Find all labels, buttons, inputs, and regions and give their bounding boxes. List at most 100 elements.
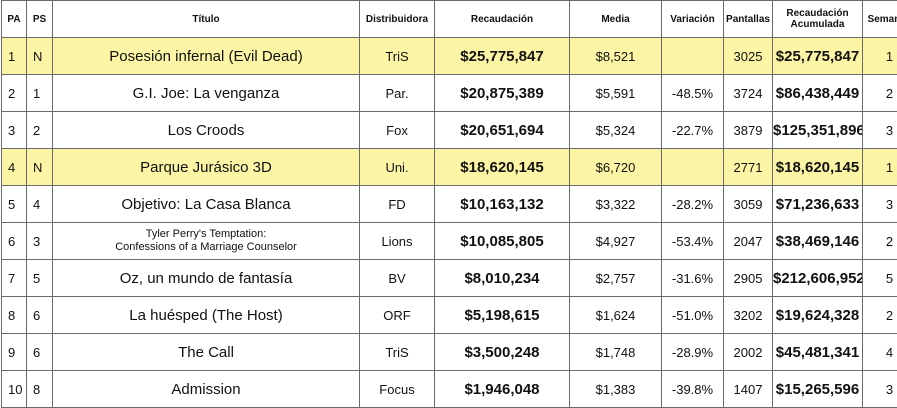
cell-pa: 7: [1, 259, 27, 297]
cell-distribuidora: Lions: [359, 222, 435, 260]
cell-variacion: -53.4%: [661, 222, 724, 260]
cell-variacion: -48.5%: [661, 74, 724, 112]
table-row: 1 N Posesión infernal (Evil Dead) TriS $…: [1, 37, 897, 75]
cell-titulo: The Call: [52, 333, 360, 371]
cell-variacion: -51.0%: [661, 296, 724, 334]
cell-recaudacion: $10,085,805: [434, 222, 570, 260]
header-pa: PA: [1, 0, 27, 38]
cell-distribuidora: ORF: [359, 296, 435, 334]
cell-acumulada: $71,236,633: [772, 185, 863, 223]
cell-media: $1,624: [569, 296, 662, 334]
cell-distribuidora: TriS: [359, 333, 435, 371]
table-row: 6 3 Tyler Perry's Temptation: Confession…: [1, 222, 897, 260]
cell-semanas: 5: [862, 259, 897, 297]
cell-semanas: 3: [862, 185, 897, 223]
cell-distribuidora: TriS: [359, 37, 435, 75]
cell-recaudacion: $20,875,389: [434, 74, 570, 112]
cell-recaudacion: $10,163,132: [434, 185, 570, 223]
cell-media: $3,322: [569, 185, 662, 223]
cell-pa: 4: [1, 148, 27, 186]
cell-ps: 6: [26, 333, 53, 371]
cell-pa: 8: [1, 296, 27, 334]
cell-media: $2,757: [569, 259, 662, 297]
cell-acumulada: $25,775,847: [772, 37, 863, 75]
cell-pa: 6: [1, 222, 27, 260]
cell-recaudacion: $5,198,615: [434, 296, 570, 334]
cell-media: $6,720: [569, 148, 662, 186]
cell-pantallas: 3025: [723, 37, 773, 75]
cell-acumulada: $15,265,596: [772, 370, 863, 408]
cell-pa: 5: [1, 185, 27, 223]
table-row: 8 6 La huésped (The Host) ORF $5,198,615…: [1, 296, 897, 334]
cell-titulo: Posesión infernal (Evil Dead): [52, 37, 360, 75]
cell-titulo: Admission: [52, 370, 360, 408]
cell-pantallas: 2047: [723, 222, 773, 260]
cell-ps: N: [26, 37, 53, 75]
cell-ps: 8: [26, 370, 53, 408]
cell-acumulada: $18,620,145: [772, 148, 863, 186]
header-media: Media: [569, 0, 662, 38]
cell-recaudacion: $18,620,145: [434, 148, 570, 186]
table-row: 2 1 G.I. Joe: La venganza Par. $20,875,3…: [1, 74, 897, 112]
table-row: 7 5 Oz, un mundo de fantasía BV $8,010,2…: [1, 259, 897, 297]
cell-titulo: La huésped (The Host): [52, 296, 360, 334]
cell-titulo-line1: Tyler Perry's Temptation:: [145, 228, 267, 240]
cell-ps: N: [26, 148, 53, 186]
cell-pa: 2: [1, 74, 27, 112]
cell-media: $4,927: [569, 222, 662, 260]
cell-distribuidora: Focus: [359, 370, 435, 408]
cell-ps: 3: [26, 222, 53, 260]
cell-semanas: 1: [862, 148, 897, 186]
header-semanas: Semanas: [862, 0, 897, 38]
cell-semanas: 3: [862, 370, 897, 408]
cell-pantallas: 1407: [723, 370, 773, 408]
cell-variacion: [661, 148, 724, 186]
cell-distribuidora: Fox: [359, 111, 435, 149]
cell-titulo: Oz, un mundo de fantasía: [52, 259, 360, 297]
cell-titulo-line2: Confessions of a Marriage Counselor: [115, 241, 297, 253]
cell-recaudacion: $20,651,694: [434, 111, 570, 149]
cell-semanas: 2: [862, 222, 897, 260]
cell-semanas: 2: [862, 296, 897, 334]
header-pantallas: Pantallas: [723, 0, 773, 38]
cell-ps: 2: [26, 111, 53, 149]
header-recaudacion-acumulada-line1: Recaudación: [786, 8, 849, 19]
cell-pa: 3: [1, 111, 27, 149]
cell-distribuidora: Par.: [359, 74, 435, 112]
cell-pantallas: 3724: [723, 74, 773, 112]
table-row: 3 2 Los Croods Fox $20,651,694 $5,324 -2…: [1, 111, 897, 149]
cell-media: $1,748: [569, 333, 662, 371]
table-row: 5 4 Objetivo: La Casa Blanca FD $10,163,…: [1, 185, 897, 223]
cell-recaudacion: $25,775,847: [434, 37, 570, 75]
cell-acumulada: $86,438,449: [772, 74, 863, 112]
cell-variacion: -28.2%: [661, 185, 724, 223]
header-titulo: Título: [52, 0, 360, 38]
cell-titulo: Tyler Perry's Temptation: Confessions of…: [52, 222, 360, 260]
cell-pantallas: 2771: [723, 148, 773, 186]
cell-acumulada: $45,481,341: [772, 333, 863, 371]
table-row: 10 8 Admission Focus $1,946,048 $1,383 -…: [1, 370, 897, 408]
cell-recaudacion: $3,500,248: [434, 333, 570, 371]
header-ps: PS: [26, 0, 53, 38]
cell-media: $5,591: [569, 74, 662, 112]
header-recaudacion: Recaudación: [434, 0, 570, 38]
cell-acumulada: $125,351,896: [772, 111, 863, 149]
cell-ps: 5: [26, 259, 53, 297]
table-row: 9 6 The Call TriS $3,500,248 $1,748 -28.…: [1, 333, 897, 371]
cell-media: $5,324: [569, 111, 662, 149]
cell-semanas: 1: [862, 37, 897, 75]
cell-acumulada: $19,624,328: [772, 296, 863, 334]
cell-pantallas: 3059: [723, 185, 773, 223]
cell-titulo: Objetivo: La Casa Blanca: [52, 185, 360, 223]
cell-variacion: -39.8%: [661, 370, 724, 408]
header-distribuidora: Distribuidora: [359, 0, 435, 38]
cell-titulo: G.I. Joe: La venganza: [52, 74, 360, 112]
cell-titulo: Los Croods: [52, 111, 360, 149]
cell-pantallas: 2002: [723, 333, 773, 371]
cell-recaudacion: $1,946,048: [434, 370, 570, 408]
cell-media: $1,383: [569, 370, 662, 408]
header-recaudacion-acumulada: Recaudación Acumulada: [772, 0, 863, 38]
header-variacion: Variación: [661, 0, 724, 38]
cell-distribuidora: FD: [359, 185, 435, 223]
